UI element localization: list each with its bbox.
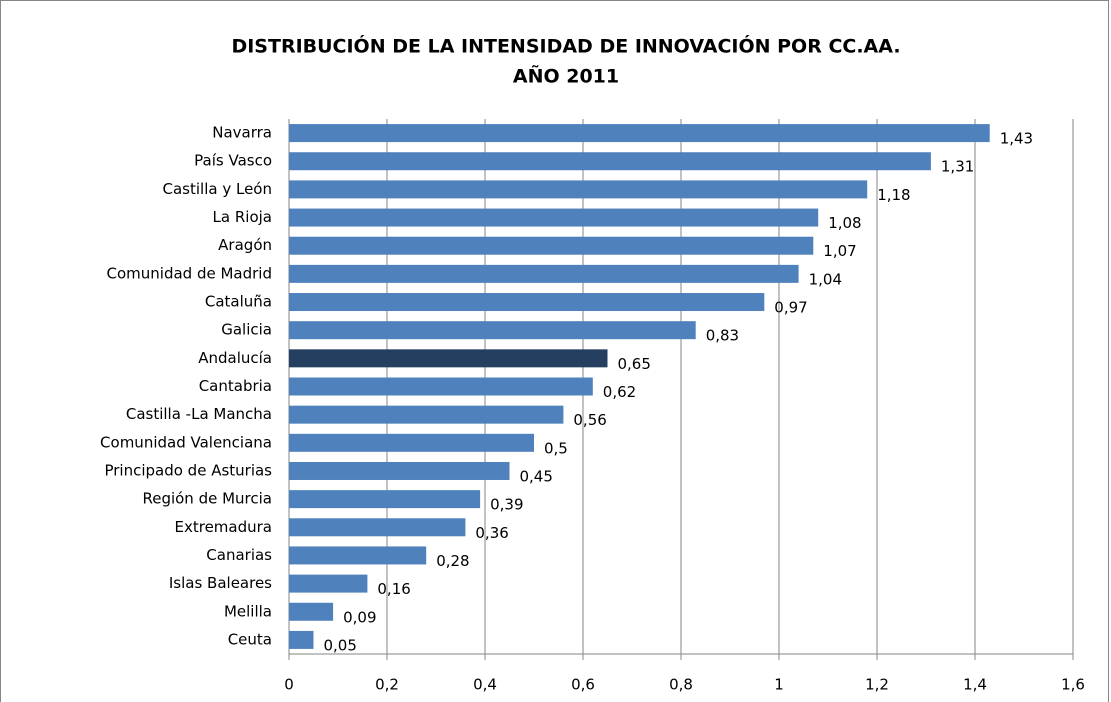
y-tick-label: Ceuta <box>228 630 272 648</box>
y-tick-label: Islas Baleares <box>169 574 272 592</box>
value-label: 0,65 <box>618 355 651 373</box>
y-tick-label: Aragón <box>218 236 272 254</box>
value-label: 1,08 <box>828 214 861 232</box>
value-label: 0,28 <box>436 552 469 570</box>
y-tick-label: Cataluña <box>205 293 272 311</box>
bar <box>289 152 931 171</box>
bar <box>289 208 819 227</box>
value-label: 0,83 <box>706 327 739 345</box>
x-tick-label: 1,2 <box>865 676 889 694</box>
y-tick-label: Principado de Asturias <box>104 461 272 479</box>
y-tick-label: Comunidad de Madrid <box>107 264 272 282</box>
bar <box>289 180 868 199</box>
value-label: 0,5 <box>544 439 568 457</box>
value-label: 1,18 <box>877 186 910 204</box>
value-label: 0,62 <box>603 383 636 401</box>
value-label: 0,39 <box>490 496 523 514</box>
x-tick-label: 0,2 <box>375 676 399 694</box>
x-tick-label: 0,8 <box>669 676 693 694</box>
y-tick-label: Región de Murcia <box>142 490 272 508</box>
bar <box>289 293 765 312</box>
bar <box>289 124 990 143</box>
bar <box>289 236 814 255</box>
value-label: 1,31 <box>941 158 974 176</box>
value-label: 0,45 <box>520 467 553 485</box>
bar <box>289 264 799 283</box>
y-tick-label: Cantabria <box>199 377 272 395</box>
y-tick-label: País Vasco <box>194 152 272 170</box>
x-tick-label: 0 <box>284 676 294 694</box>
value-label: 0,09 <box>343 608 376 626</box>
value-label: 0,05 <box>324 636 357 654</box>
x-tick-label: 0,6 <box>571 676 595 694</box>
bar <box>289 349 608 368</box>
x-tick-label: 0,4 <box>473 676 497 694</box>
value-label: 0,36 <box>475 524 508 542</box>
value-label: 1,07 <box>823 242 856 260</box>
bar <box>289 518 466 537</box>
x-tick-label: 1,6 <box>1061 676 1085 694</box>
y-tick-label: La Rioja <box>213 208 272 226</box>
y-tick-label: Extremadura <box>175 518 273 536</box>
y-tick-label: Galicia <box>221 321 272 339</box>
bar <box>289 377 593 396</box>
chart-title: AÑO 2011 <box>513 64 619 88</box>
value-label: 0,56 <box>573 411 606 429</box>
bar <box>289 405 564 424</box>
bar <box>289 321 696 340</box>
y-tick-label: Canarias <box>206 546 272 564</box>
x-tick-label: 1,4 <box>963 676 987 694</box>
y-tick-label: Comunidad Valenciana <box>100 433 272 451</box>
x-tick-label: 1 <box>774 676 784 694</box>
bar <box>289 433 534 452</box>
value-label: 1,43 <box>1000 130 1033 148</box>
value-label: 0,16 <box>377 580 410 598</box>
bar <box>289 574 368 593</box>
y-tick-label: Andalucía <box>198 349 272 367</box>
bar <box>289 461 510 480</box>
value-label: 1,04 <box>809 270 842 288</box>
bar <box>289 630 314 649</box>
bar <box>289 602 334 621</box>
bar <box>289 546 427 565</box>
chart-title: DISTRIBUCIÓN DE LA INTENSIDAD DE INNOVAC… <box>231 34 900 58</box>
y-tick-label: Castilla y León <box>163 180 272 198</box>
y-tick-label: Castilla -La Mancha <box>126 405 272 423</box>
bar <box>289 490 481 509</box>
y-tick-label: Navarra <box>212 124 272 142</box>
y-tick-label: Melilla <box>224 602 272 620</box>
value-label: 0,97 <box>774 299 807 317</box>
